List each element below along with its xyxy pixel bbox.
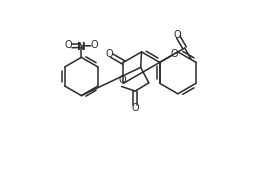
Text: N: N xyxy=(77,42,86,52)
Text: O: O xyxy=(170,49,178,59)
Text: O: O xyxy=(173,30,181,40)
Text: O: O xyxy=(90,40,98,50)
Text: O: O xyxy=(119,75,126,85)
Text: O: O xyxy=(106,49,113,59)
Text: O: O xyxy=(131,103,139,113)
Text: O: O xyxy=(65,40,72,50)
